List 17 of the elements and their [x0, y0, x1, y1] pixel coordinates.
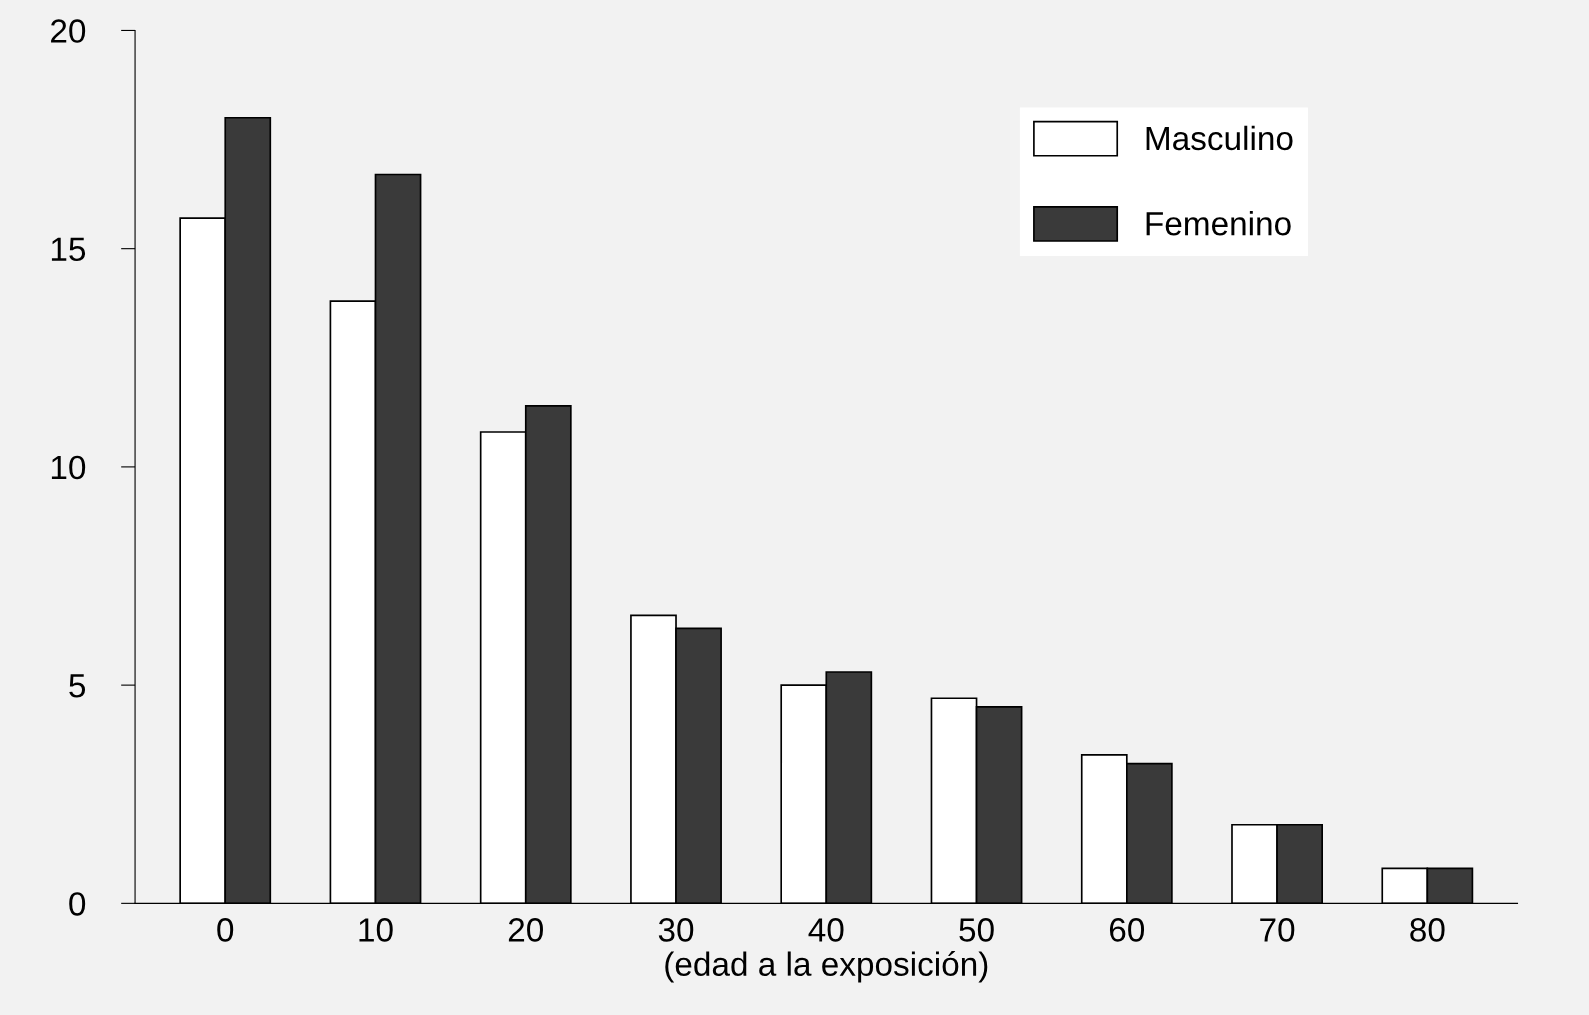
x-tick-label: 30 — [658, 918, 694, 942]
x-tick-label: 0 — [217, 918, 234, 942]
x-tick-label: 20 — [508, 918, 543, 942]
legend-label: Masculino — [1146, 125, 1293, 151]
x-tick-label: 60 — [1109, 918, 1145, 942]
x-tick-label: 40 — [808, 918, 844, 942]
x-tick-label: 80 — [1410, 918, 1445, 942]
x-tick-label: 50 — [959, 918, 994, 942]
y-tick-label: 15 — [51, 237, 86, 262]
y-tick-label: 20 — [51, 19, 86, 43]
y-tick-label: 10 — [51, 455, 86, 480]
y-tick-label: 0 — [69, 892, 86, 916]
y-tick-label: 5 — [69, 674, 86, 698]
x-tick-label: 70 — [1260, 918, 1295, 942]
x-axis-title: (edad a la exposición) — [665, 951, 988, 983]
x-tick-label: 10 — [359, 918, 393, 942]
legend-label: Femenino — [1146, 210, 1291, 236]
